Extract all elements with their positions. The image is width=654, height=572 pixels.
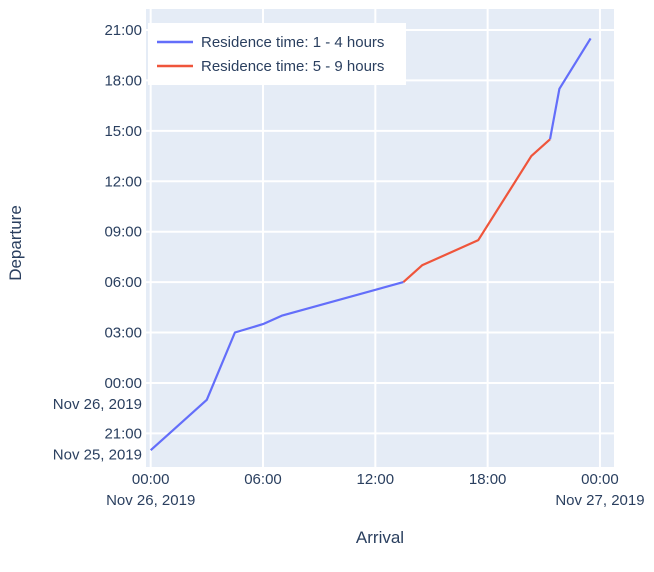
y-tick-label: 21:00 bbox=[104, 22, 142, 39]
legend-box bbox=[148, 23, 406, 85]
x-axis-ticks: 00:00 Nov 26, 2019 06:00 12:00 18:00 00:00 Nov… bbox=[106, 471, 645, 509]
x-tick-label: 18:00 bbox=[469, 471, 507, 488]
series-lines bbox=[149, 37, 592, 452]
y-axis-ticks: 21:00 Nov 25, 2019 00:00 Nov 26, 2019 03:00 0… bbox=[53, 22, 142, 463]
y-tick-date-label: Nov 25, 2019 bbox=[53, 446, 142, 463]
plot-background bbox=[146, 9, 614, 467]
series-line-1 bbox=[149, 281, 404, 452]
x-tick-date-label: Nov 26, 2019 bbox=[106, 492, 195, 509]
y-tick-label: 00:00 bbox=[104, 375, 142, 392]
x-axis-title: Arrival bbox=[356, 528, 404, 547]
y-tick-label: 12:00 bbox=[104, 173, 142, 190]
series-line-2 bbox=[402, 138, 551, 283]
x-tick-label: 00:00 bbox=[581, 471, 619, 488]
legend-label: Residence time: 1 - 4 hours bbox=[201, 34, 384, 51]
legend-item-1[interactable]: Residence time: 1 - 4 hours bbox=[157, 34, 384, 51]
legend-label: Residence time: 5 - 9 hours bbox=[201, 58, 384, 75]
y-tick-label: 03:00 bbox=[104, 325, 142, 342]
x-tick-label: 06:00 bbox=[244, 471, 282, 488]
y-axis-title: Departure bbox=[6, 205, 25, 281]
x-tick-date-label: Nov 27, 2019 bbox=[555, 492, 644, 509]
y-tick-label: 15:00 bbox=[104, 123, 142, 140]
series-line-1 bbox=[548, 37, 592, 140]
x-tick-label: 12:00 bbox=[357, 471, 395, 488]
legend[interactable]: Residence time: 1 - 4 hours Residence tim… bbox=[148, 23, 406, 85]
y-tick-label: 21:00 bbox=[104, 425, 142, 442]
y-tick-label: 18:00 bbox=[104, 72, 142, 89]
x-tick-label: 00:00 bbox=[132, 471, 170, 488]
y-tick-date-label: Nov 26, 2019 bbox=[53, 396, 142, 413]
y-tick-label: 06:00 bbox=[104, 274, 142, 291]
y-tick-label: 09:00 bbox=[104, 224, 142, 241]
legend-item-2[interactable]: Residence time: 5 - 9 hours bbox=[157, 58, 384, 75]
